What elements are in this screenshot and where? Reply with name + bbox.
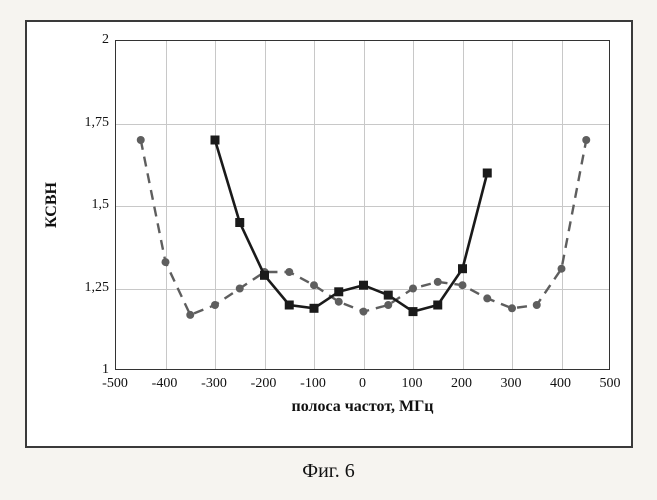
y-tick-label: 2 [73,32,109,48]
x-tick-label: -500 [102,376,128,392]
series-solid-marker [409,307,418,316]
x-tick-label: 500 [600,376,621,392]
x-tick-label: -100 [300,376,326,392]
x-axis-label: полоса частот, МГц [292,398,434,416]
x-tick-label: -200 [251,376,277,392]
series-solid-marker [483,169,492,178]
y-axis-label: КСВН [43,182,61,228]
series-dashed-marker [236,285,244,293]
series-solid-marker [260,271,269,280]
series-solid-marker [285,301,294,310]
chart-svg [116,41,611,371]
series-dashed-marker [459,281,467,289]
x-tick-label: 0 [359,376,366,392]
series-dashed-marker [508,304,516,312]
chart-plot-area [115,40,610,370]
series-solid-marker [433,301,442,310]
x-tick-label: -400 [152,376,178,392]
series-solid-line [215,140,487,312]
series-dashed-marker [310,281,318,289]
series-dashed-marker [211,301,219,309]
y-tick-label: 1,25 [73,280,109,296]
figure-caption: Фиг. 6 [302,460,354,483]
series-dashed-marker [384,301,392,309]
x-tick-label: 100 [402,376,423,392]
series-dashed-marker [434,278,442,286]
series-solid-marker [334,287,343,296]
series-solid-marker [211,136,220,145]
series-solid-marker [359,281,368,290]
x-tick-label: -300 [201,376,227,392]
x-tick-label: 200 [451,376,472,392]
series-solid-marker [384,291,393,300]
series-dashed-marker [335,298,343,306]
x-tick-label: 400 [550,376,571,392]
series-dashed-marker [186,311,194,319]
series-dashed-marker [483,294,491,302]
series-solid-marker [310,304,319,313]
y-tick-label: 1,75 [73,115,109,131]
y-tick-label: 1 [73,362,109,378]
series-dashed-marker [533,301,541,309]
series-dashed-marker [360,308,368,316]
y-tick-label: 1,5 [73,197,109,213]
series-dashed-marker [582,136,590,144]
series-solid-marker [235,218,244,227]
series-dashed-marker [409,285,417,293]
series-dashed-marker [162,258,170,266]
series-dashed-marker [137,136,145,144]
series-dashed-marker [558,265,566,273]
series-solid-marker [458,264,467,273]
x-tick-label: 300 [501,376,522,392]
series-dashed-marker [285,268,293,276]
